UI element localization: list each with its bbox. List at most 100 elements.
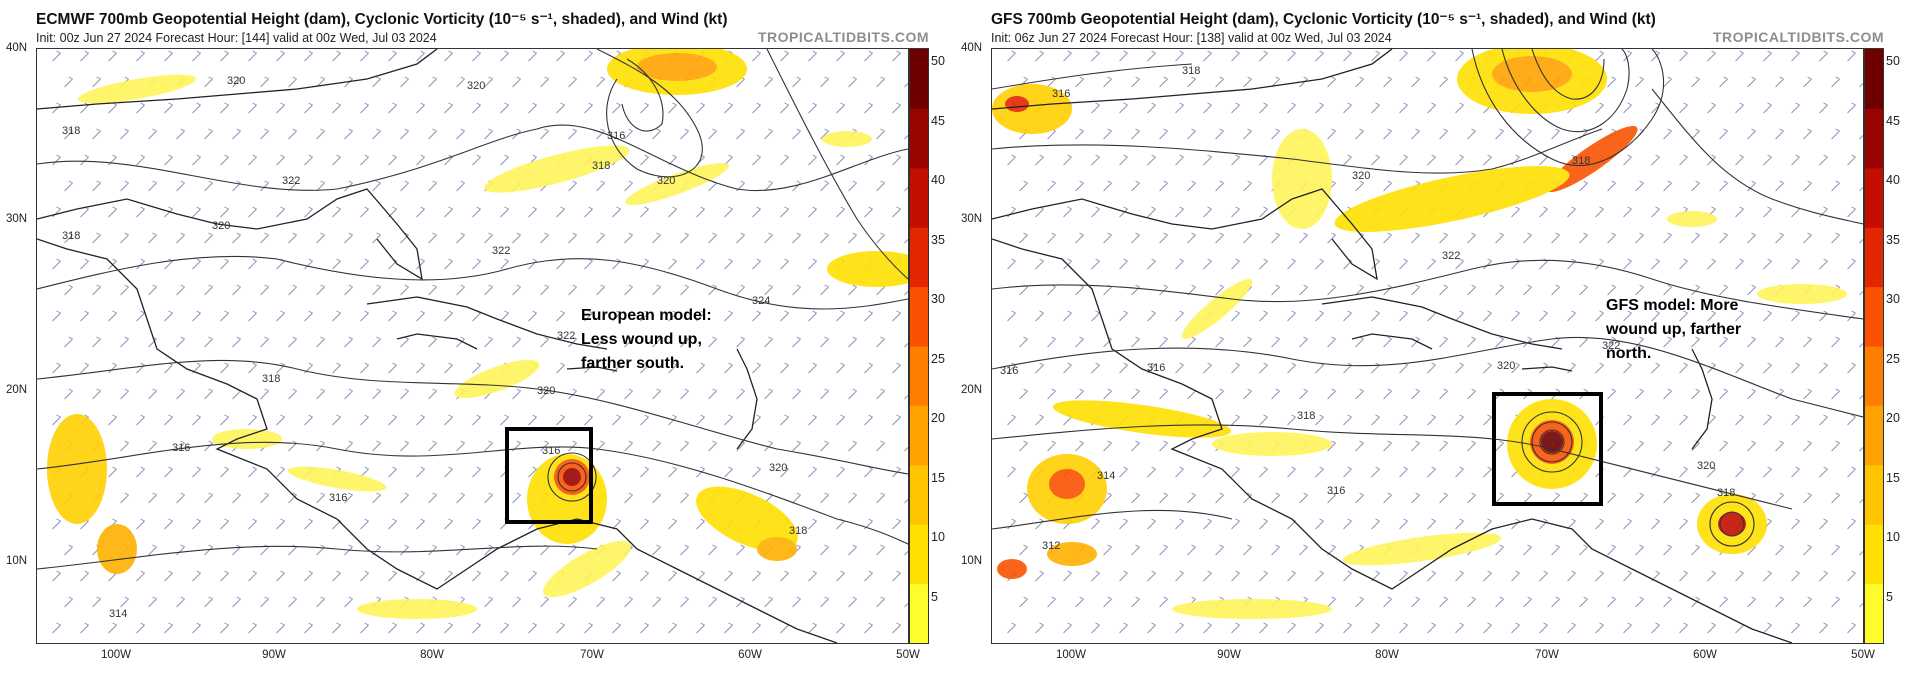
colorbar-tick: 20 <box>931 411 945 425</box>
wind-barb <box>652 596 661 608</box>
wind-barb <box>1427 414 1436 426</box>
wind-barb <box>1427 50 1436 62</box>
wind-barb <box>1411 284 1420 296</box>
wind-barb <box>1651 50 1660 62</box>
wind-barb <box>136 102 145 114</box>
contour-label: 318 <box>1572 155 1590 167</box>
wind-barb <box>724 102 733 114</box>
coastlines <box>37 49 838 643</box>
wind-barb <box>388 414 397 426</box>
wind-barb <box>248 206 257 218</box>
contour-label: 322 <box>1442 250 1460 262</box>
wind-barb <box>1607 388 1616 400</box>
wind-barb <box>484 336 493 348</box>
wind-barb <box>1483 310 1492 322</box>
wind-barb <box>596 336 605 348</box>
wind-barb <box>1523 544 1532 556</box>
wind-barb <box>428 492 437 504</box>
wind-barb <box>108 622 117 634</box>
wind-barb <box>612 362 621 374</box>
wind-barb <box>1803 180 1812 192</box>
wind-barb <box>668 570 677 582</box>
wind-barb <box>612 414 621 426</box>
wind-barb <box>1859 82 1863 88</box>
wind-barb <box>848 492 857 504</box>
wind-barb <box>52 258 61 270</box>
wind-barb <box>304 50 313 62</box>
wind-barb <box>1271 284 1280 296</box>
colorbar-swatch <box>910 494 928 525</box>
wind-barb <box>148 596 157 608</box>
colorbar-tick: 10 <box>1886 530 1900 544</box>
colorbar-tick: 25 <box>1886 352 1900 366</box>
wind-barb <box>1159 76 1168 88</box>
wind-barb <box>1299 284 1308 296</box>
wind-barb <box>1483 622 1492 634</box>
wind-barb <box>1595 258 1604 270</box>
wind-barb <box>248 310 257 322</box>
wind-barb <box>1287 258 1296 270</box>
wind-barb <box>220 362 229 374</box>
wind-barb <box>92 180 101 192</box>
wind-barb <box>1691 388 1700 400</box>
wind-barb <box>472 102 481 114</box>
wind-barb <box>1679 570 1688 582</box>
wind-barb <box>220 206 229 218</box>
wind-barb <box>1035 414 1044 426</box>
wind-barb <box>680 232 689 244</box>
wind-barb <box>1327 128 1336 140</box>
colorbar-tick: 15 <box>1886 471 1900 485</box>
wind-barb <box>1791 206 1800 218</box>
wind-barb <box>1259 622 1268 634</box>
lon-label: 60W <box>1693 649 1717 661</box>
wind-barb <box>1159 180 1168 192</box>
wind-barb <box>1091 102 1100 114</box>
wind-barb <box>892 622 901 634</box>
wind-barb <box>1539 622 1548 634</box>
wind-barb <box>1707 466 1716 478</box>
wind-barb <box>528 414 537 426</box>
wind-barb <box>1607 76 1616 88</box>
wind-barb <box>1355 596 1364 608</box>
wind-barb <box>260 388 269 400</box>
wind-barb <box>1747 232 1756 244</box>
wind-barb <box>456 180 465 192</box>
wind-barb <box>612 466 621 478</box>
wind-barb <box>416 622 425 634</box>
wind-barb <box>1763 258 1772 270</box>
wind-barb <box>820 440 829 452</box>
wind-barb <box>64 336 73 348</box>
contour-label: 320 <box>212 220 230 232</box>
wind-barb <box>472 206 481 218</box>
wind-barb <box>1847 206 1856 218</box>
wind-barb <box>1819 466 1828 478</box>
wind-barb <box>276 414 285 426</box>
wind-barb <box>1175 310 1184 322</box>
wind-barb <box>164 50 173 62</box>
wind-barb <box>752 570 761 582</box>
wind-barb <box>1567 310 1576 322</box>
wind-barb <box>276 154 285 166</box>
wind-barb <box>360 622 369 634</box>
wind-barb <box>1119 466 1128 478</box>
wind-barb <box>820 492 829 504</box>
wind-barb <box>1399 258 1408 270</box>
colorbar-swatch <box>1865 435 1883 466</box>
wind-barb <box>1175 102 1184 114</box>
wind-barb <box>1075 180 1084 192</box>
map-subtitle: Init: 00z Jun 27 2024 Forecast Hour: [14… <box>36 31 437 45</box>
wind-barb <box>400 76 409 88</box>
wind-barb <box>1399 310 1408 322</box>
wind-barb <box>120 492 129 504</box>
wind-barb <box>820 544 829 556</box>
wind-barb <box>92 596 101 608</box>
wind-barb <box>1103 440 1112 452</box>
wind-barb <box>288 596 297 608</box>
wind-barb <box>1763 154 1772 166</box>
wind-barb <box>204 596 213 608</box>
wind-barb <box>1775 440 1784 452</box>
wind-barb <box>1707 258 1716 270</box>
wind-barb <box>764 284 773 296</box>
wind-barb <box>1539 310 1548 322</box>
wind-barb <box>1719 180 1728 192</box>
